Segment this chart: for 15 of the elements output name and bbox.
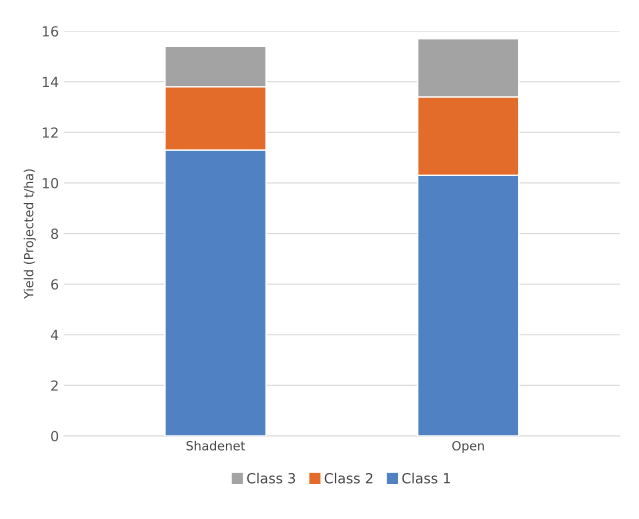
y-tick-label: 6: [51, 279, 58, 290]
y-axis-title: Yield (Projected t/ha): [24, 169, 36, 299]
y-tick-label: 2: [51, 380, 58, 391]
y-tick-label: 4: [50, 330, 58, 340]
x-tick-label: Open: [452, 441, 484, 453]
y-tick-label: 0: [51, 430, 58, 442]
y-tick-label: 8: [51, 228, 58, 240]
legend-label: Class 2: [324, 472, 372, 484]
x-tick-label: Shadenet: [186, 440, 246, 450]
y-tick-label: 14: [42, 76, 58, 88]
y-tick-label: 16: [42, 26, 58, 37]
legend-label: Class 3: [247, 472, 296, 484]
legend-label: Class 1: [402, 472, 450, 484]
y-tick-label: 10: [42, 178, 58, 188]
y-tick-label: 12: [42, 127, 58, 138]
